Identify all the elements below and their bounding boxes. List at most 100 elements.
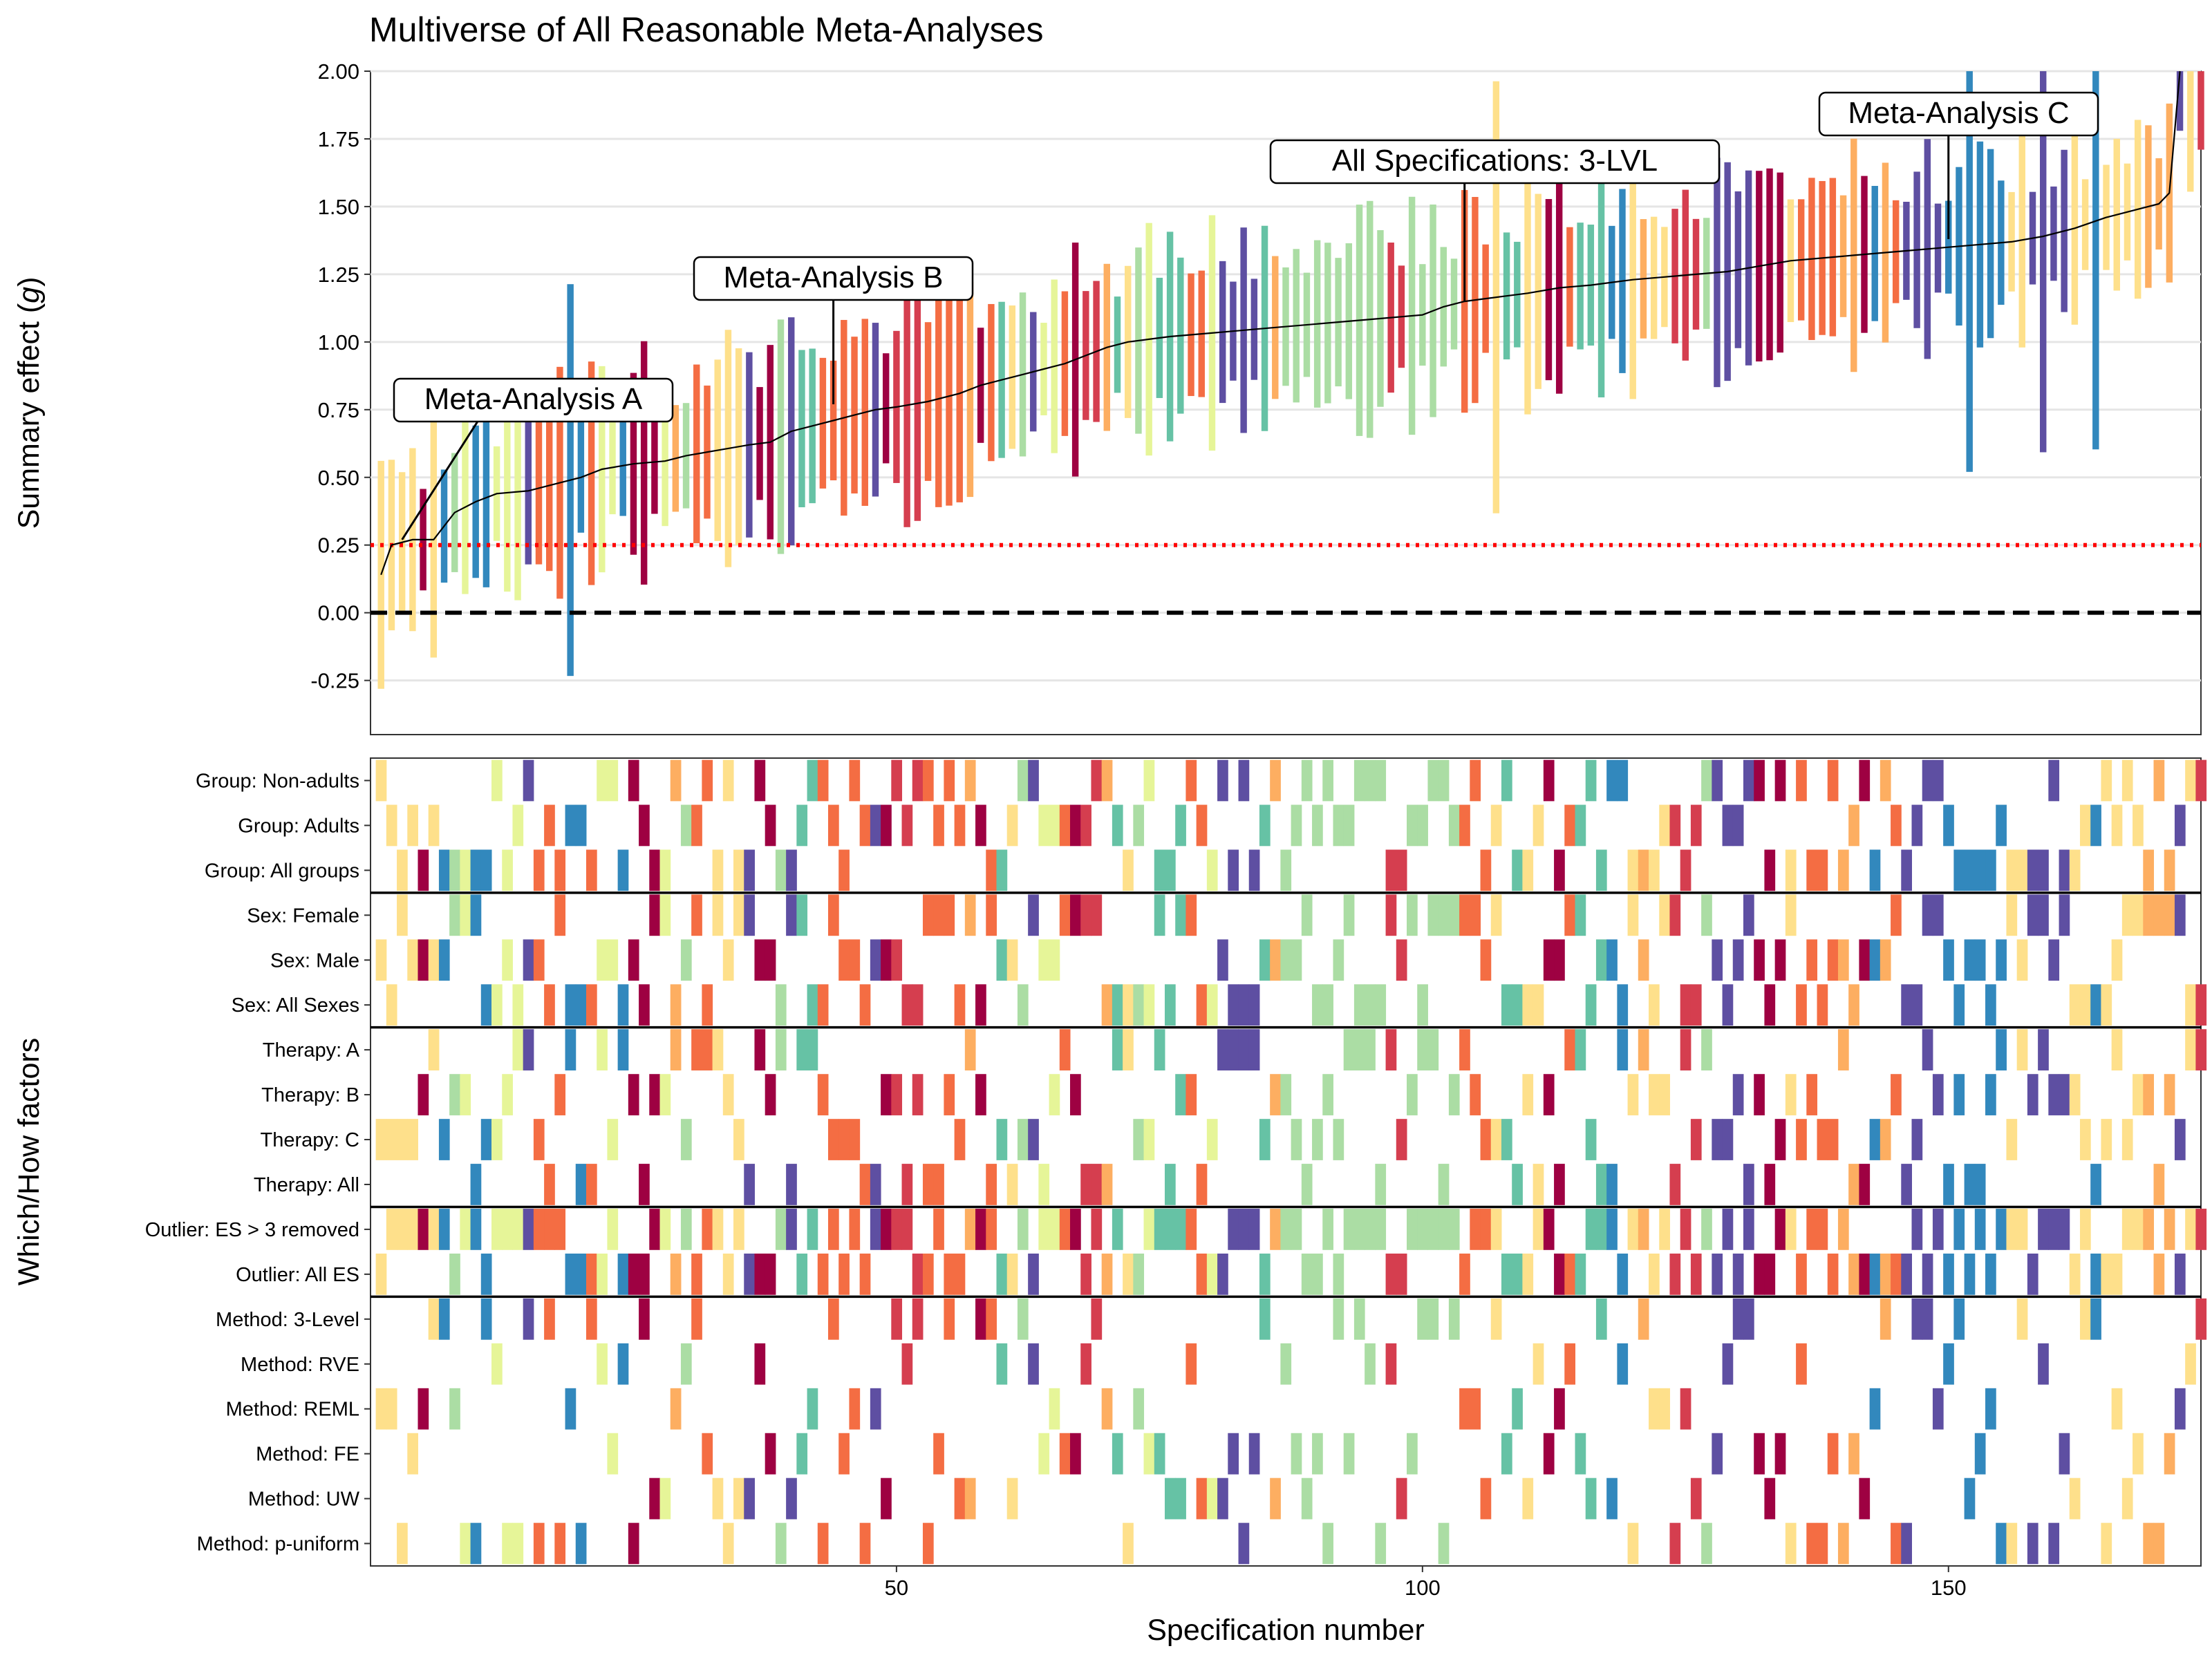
heatmap-cell xyxy=(954,1477,966,1520)
heatmap-cell xyxy=(407,939,418,981)
heatmap-cell xyxy=(1080,1253,1091,1295)
heatmap-cell xyxy=(1291,939,1302,981)
heatmap-cell xyxy=(1512,1164,1523,1205)
heatmap-cell xyxy=(2090,804,2101,847)
heatmap-cell xyxy=(1690,804,1702,847)
heatmap-cell xyxy=(1764,1164,1776,1205)
heatmap-cell xyxy=(1312,804,1323,847)
heatmap-cell xyxy=(1091,1209,1103,1250)
heatmap-cell xyxy=(2133,804,2144,847)
x-tick-label: 50 xyxy=(885,1576,908,1600)
heatmap-cell xyxy=(1185,759,1197,802)
heatmap-cell xyxy=(1501,1433,1512,1475)
heatmap-cell xyxy=(1690,984,1702,1026)
heatmap-cell xyxy=(533,849,545,891)
heatmap-cell xyxy=(2121,1477,2133,1520)
heatmap-cell xyxy=(691,1253,702,1295)
heatmap-cell xyxy=(639,804,650,847)
heatmap-cell xyxy=(2121,759,2133,802)
heatmap-cell xyxy=(1659,1388,1670,1430)
heatmap-cell xyxy=(585,984,597,1026)
heatmap-cell xyxy=(1143,1433,1155,1475)
heatmap-cell xyxy=(1649,849,1660,891)
heatmap-cell xyxy=(1006,939,1018,981)
heatmap-cell xyxy=(375,1253,387,1295)
heatmap-cell xyxy=(1123,1029,1134,1071)
heatmap-cell xyxy=(1649,1388,1660,1430)
heatmap-cell xyxy=(1796,1343,1807,1385)
heatmap-cell xyxy=(1901,1522,1912,1565)
heatmap-cell xyxy=(2185,1209,2196,1250)
factor-label: Group: All groups xyxy=(205,860,359,882)
heatmap-cell xyxy=(986,894,997,936)
heatmap-cell xyxy=(386,1119,397,1160)
heatmap-cell xyxy=(375,1388,387,1430)
heatmap-cell xyxy=(1185,1209,1197,1250)
heatmap-cell xyxy=(1564,894,1576,936)
heatmap-cell xyxy=(1343,1209,1355,1250)
heatmap-cell xyxy=(554,1522,566,1565)
heatmap-cell xyxy=(554,849,566,891)
heatmap-cell xyxy=(1407,1209,1418,1250)
heatmap-cell xyxy=(2048,1074,2060,1115)
heatmap-cell xyxy=(1448,1074,1460,1115)
heatmap-cell xyxy=(607,1119,619,1160)
heatmap-cell xyxy=(975,984,986,1026)
heatmap-cell xyxy=(754,759,766,802)
heatmap-cell xyxy=(1817,1522,1828,1565)
heatmap-cell xyxy=(533,939,545,981)
heatmap-cell xyxy=(2195,1029,2207,1071)
heatmap-cell xyxy=(565,984,577,1026)
heatmap-cell xyxy=(2133,1074,2144,1115)
heatmap-cell xyxy=(859,1164,871,1205)
factor-label: Therapy: C xyxy=(261,1129,359,1151)
heatmap-cell xyxy=(1806,1209,1818,1250)
heatmap-cell xyxy=(2016,1029,2028,1071)
heatmap-cell xyxy=(765,1074,776,1115)
heatmap-cell xyxy=(1848,984,1859,1026)
heatmap-cell xyxy=(1154,1209,1165,1250)
heatmap-cell xyxy=(565,1253,577,1295)
heatmap-cell xyxy=(575,1164,587,1205)
heatmap-cell xyxy=(1427,1029,1439,1071)
heatmap-cell xyxy=(1932,1209,1944,1250)
heatmap-cell xyxy=(1385,894,1397,936)
heatmap-cell xyxy=(1365,1343,1376,1385)
heatmap-cell xyxy=(964,894,976,936)
heatmap-cell xyxy=(1606,1477,1618,1520)
bottom-panel: Group: Non-adults Group: Adults Group: All… xyxy=(145,757,2207,1600)
heatmap-cell xyxy=(1217,1029,1228,1071)
heatmap-cell xyxy=(1585,984,1597,1026)
heatmap-cell xyxy=(1554,1253,1565,1295)
heatmap-cell xyxy=(1070,804,1081,847)
heatmap-cell xyxy=(828,894,839,936)
heatmap-cell xyxy=(1501,1119,1512,1160)
heatmap-cell xyxy=(1154,1029,1165,1071)
heatmap-cell xyxy=(1669,804,1681,847)
heatmap-cell xyxy=(1407,804,1418,847)
heatmap-cell xyxy=(2006,894,2018,936)
heatmap-cell xyxy=(1154,894,1165,936)
heatmap-cell xyxy=(480,984,492,1026)
heatmap-cell xyxy=(2006,1119,2018,1160)
heatmap-cell xyxy=(523,759,534,802)
heatmap-cell xyxy=(585,1253,597,1295)
heatmap-cell xyxy=(397,849,408,891)
heatmap-cell xyxy=(1575,1433,1586,1475)
heatmap-cell xyxy=(702,984,713,1026)
heatmap-cell xyxy=(1722,984,1734,1026)
heatmap-cell xyxy=(617,849,629,891)
heatmap-cell xyxy=(807,984,818,1026)
heatmap-cell xyxy=(786,894,797,936)
heatmap-cell xyxy=(1922,1253,1933,1295)
heatmap-cell xyxy=(1754,1253,1765,1295)
heatmap-cell xyxy=(2101,984,2112,1026)
heatmap-cell xyxy=(1891,894,1902,936)
heatmap-cell xyxy=(1964,1164,1976,1205)
heatmap-cell xyxy=(2069,849,2081,891)
heatmap-cell xyxy=(828,1298,839,1340)
heatmap-cell xyxy=(2164,1433,2175,1475)
heatmap-cell xyxy=(1743,1298,1754,1340)
heatmap-cell xyxy=(1943,804,1954,847)
